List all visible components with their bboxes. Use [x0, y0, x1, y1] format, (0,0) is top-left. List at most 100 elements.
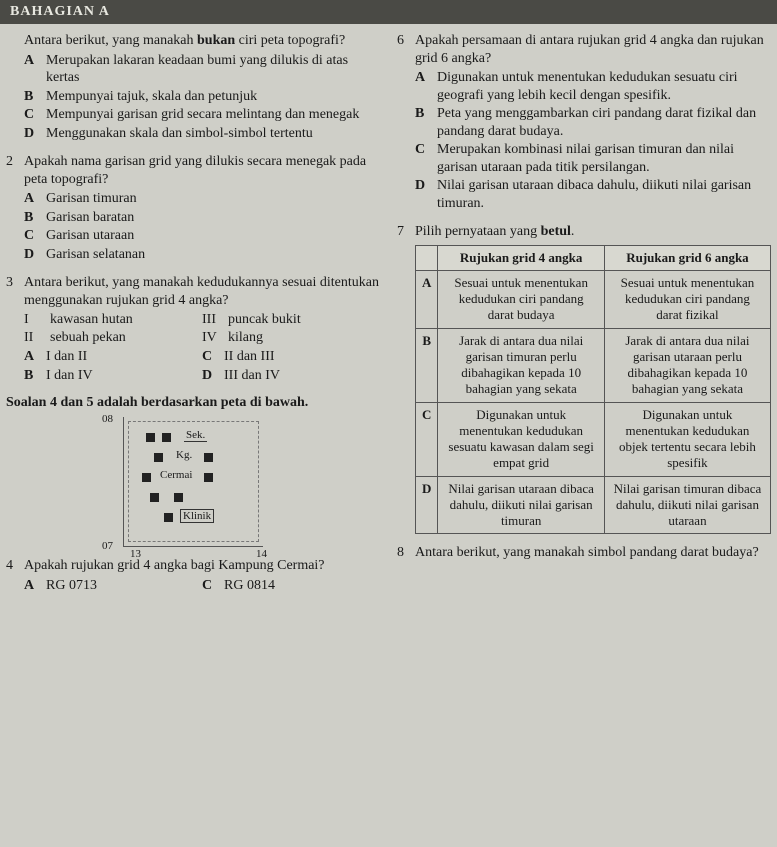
option-text: Mempunyai garisan grid secara melintang …	[46, 106, 380, 124]
note-4-5: Soalan 4 dan 5 adalah berdasarkan peta d…	[6, 395, 380, 411]
question-3: 3 Antara berikut, yang manakah kedudukan…	[6, 274, 380, 385]
table-header-4: Rujukan grid 4 angka	[438, 245, 605, 270]
section-header: BAHAGIAN A	[0, 0, 777, 24]
option-letter: D	[24, 246, 46, 264]
q1-number	[6, 32, 24, 143]
option-text: Garisan selatanan	[46, 246, 380, 264]
row-letter: A	[416, 270, 438, 328]
q4-options: ARG 0713 CRG 0814	[24, 577, 380, 596]
q3-item-ii: IIsebuah pekan	[24, 329, 202, 347]
q2-option-d: DGarisan selatanan	[24, 246, 380, 264]
q1-stem: Antara berikut, yang manakah bukan ciri …	[24, 32, 380, 50]
q3-number: 3	[6, 274, 24, 385]
cell-a4: Sesuai untuk menentukan kedudukan ciri p…	[438, 270, 605, 328]
map-square-icon	[174, 493, 183, 502]
q6-option-d: DNilai garisan utaraan dibaca dahulu, di…	[415, 177, 771, 212]
table-header-row: Rujukan grid 4 angka Rujukan grid 6 angk…	[416, 245, 771, 270]
q4-stem: Apakah rujukan grid 4 angka bagi Kampung…	[24, 557, 380, 575]
option-letter: C	[24, 227, 46, 245]
option-letter: B	[24, 209, 46, 227]
q1-option-a: AMerupakan lakaran keadaan bumi yang dil…	[24, 52, 380, 87]
option-text: II dan III	[224, 348, 380, 366]
option-text: Garisan utaraan	[46, 227, 380, 245]
option-text: Menggunakan skala dan simbol-simbol tert…	[46, 125, 380, 143]
table-row-c: C Digunakan untuk menentukan kedudukan s…	[416, 402, 771, 476]
option-text: Merupakan kombinasi nilai garisan timura…	[437, 141, 771, 176]
row-letter: C	[416, 402, 438, 476]
option-letter: D	[202, 367, 224, 385]
q7-stem-pre: Pilih pernyataan yang	[415, 224, 541, 239]
table-row-d: D Nilai garisan utaraan dibaca dahulu, d…	[416, 476, 771, 534]
q6-stem: Apakah persamaan di antara rujukan grid …	[415, 32, 771, 67]
q2-stem: Apakah nama garisan grid yang dilukis se…	[24, 153, 380, 188]
cell-d4: Nilai garisan utaraan dibaca dahulu, dii…	[438, 476, 605, 534]
q7-stem-bold: betul	[541, 224, 571, 239]
option-text: Garisan timuran	[46, 190, 380, 208]
map-square-icon	[164, 513, 173, 522]
q6-number: 6	[397, 32, 415, 213]
option-letter: B	[24, 88, 46, 106]
map-square-icon	[204, 473, 213, 482]
q7-stem-post: .	[571, 224, 575, 239]
item-text: kilang	[228, 329, 263, 347]
row-letter: B	[416, 328, 438, 402]
map-label-klinik: Klinik	[180, 509, 214, 523]
map-x-13: 13	[130, 548, 141, 560]
q1-option-c: CMempunyai garisan grid secara melintang…	[24, 106, 380, 124]
table-header-6: Rujukan grid 6 angka	[604, 245, 770, 270]
map-y-07: 07	[102, 540, 113, 552]
q2-option-c: CGarisan utaraan	[24, 227, 380, 245]
option-text: Garisan baratan	[46, 209, 380, 227]
map-figure: 08 07 13 14 Sek. Kg. Cermai Klinik	[123, 417, 263, 547]
q3-stem: Antara berikut, yang manakah kedudukanny…	[24, 274, 380, 309]
map-x-14: 14	[256, 548, 267, 560]
option-text: Digunakan untuk menentukan kedudukan ses…	[437, 69, 771, 104]
option-letter: D	[24, 125, 46, 143]
map-label-sek: Sek.	[184, 429, 207, 442]
q3-item-iv: IVkilang	[202, 329, 380, 347]
question-6: 6 Apakah persamaan di antara rujukan gri…	[397, 32, 771, 213]
q4-option-a: ARG 0713	[24, 577, 202, 595]
map-label-kg: Kg.	[176, 449, 192, 461]
table-row-a: A Sesuai untuk menentukan kedudukan ciri…	[416, 270, 771, 328]
map-square-icon	[204, 453, 213, 462]
q6-option-a: ADigunakan untuk menentukan kedudukan se…	[415, 69, 771, 104]
question-4: 4 Apakah rujukan grid 4 angka bagi Kampu…	[6, 557, 380, 595]
q7-table: Rujukan grid 4 angka Rujukan grid 6 angk…	[415, 245, 771, 535]
option-letter: C	[24, 106, 46, 124]
q3-item-i: Ikawasan hutan	[24, 311, 202, 329]
option-text: RG 0814	[224, 577, 380, 595]
option-text: RG 0713	[46, 577, 202, 595]
item-text: puncak bukit	[228, 311, 301, 329]
map-axes: 08 07 13 14 Sek. Kg. Cermai Klinik	[123, 417, 263, 547]
q8-stem: Antara berikut, yang manakah simbol pand…	[415, 544, 771, 562]
option-letter: B	[415, 105, 437, 140]
roman-numeral: III	[202, 311, 228, 329]
q3-option-b: BI dan IV	[24, 367, 202, 385]
option-text: I dan IV	[46, 367, 202, 385]
map-square-icon	[154, 453, 163, 462]
right-column: 6 Apakah persamaan di antara rujukan gri…	[389, 32, 771, 605]
cell-b4: Jarak di antara dua nilai garisan timura…	[438, 328, 605, 402]
left-column: Antara berikut, yang manakah bukan ciri …	[6, 32, 389, 605]
q7-stem: Pilih pernyataan yang betul.	[415, 223, 771, 241]
q2-number: 2	[6, 153, 24, 264]
q1-stem-post: ciri peta topografi?	[235, 33, 345, 48]
q1-option-b: BMempunyai tajuk, skala dan petunjuk	[24, 88, 380, 106]
option-letter: A	[24, 348, 46, 366]
q4-option-c: CRG 0814	[202, 577, 380, 595]
page-content: Antara berikut, yang manakah bukan ciri …	[0, 24, 777, 615]
q7-number: 7	[397, 223, 415, 534]
q6-option-c: CMerupakan kombinasi nilai garisan timur…	[415, 141, 771, 176]
q1-option-d: DMenggunakan skala dan simbol-simbol ter…	[24, 125, 380, 143]
question-8: 8 Antara berikut, yang manakah simbol pa…	[397, 544, 771, 564]
map-y-08: 08	[102, 413, 113, 425]
q3-options: AI dan II BI dan IV CII dan III DIII dan…	[24, 348, 380, 385]
q6-option-b: BPeta yang menggambarkan ciri pandang da…	[415, 105, 771, 140]
option-letter: A	[415, 69, 437, 104]
question-2: 2 Apakah nama garisan grid yang dilukis …	[6, 153, 380, 264]
question-7: 7 Pilih pernyataan yang betul. Rujukan g…	[397, 223, 771, 534]
table-row-b: B Jarak di antara dua nilai garisan timu…	[416, 328, 771, 402]
q2-option-b: BGarisan baratan	[24, 209, 380, 227]
map-square-icon	[146, 433, 155, 442]
